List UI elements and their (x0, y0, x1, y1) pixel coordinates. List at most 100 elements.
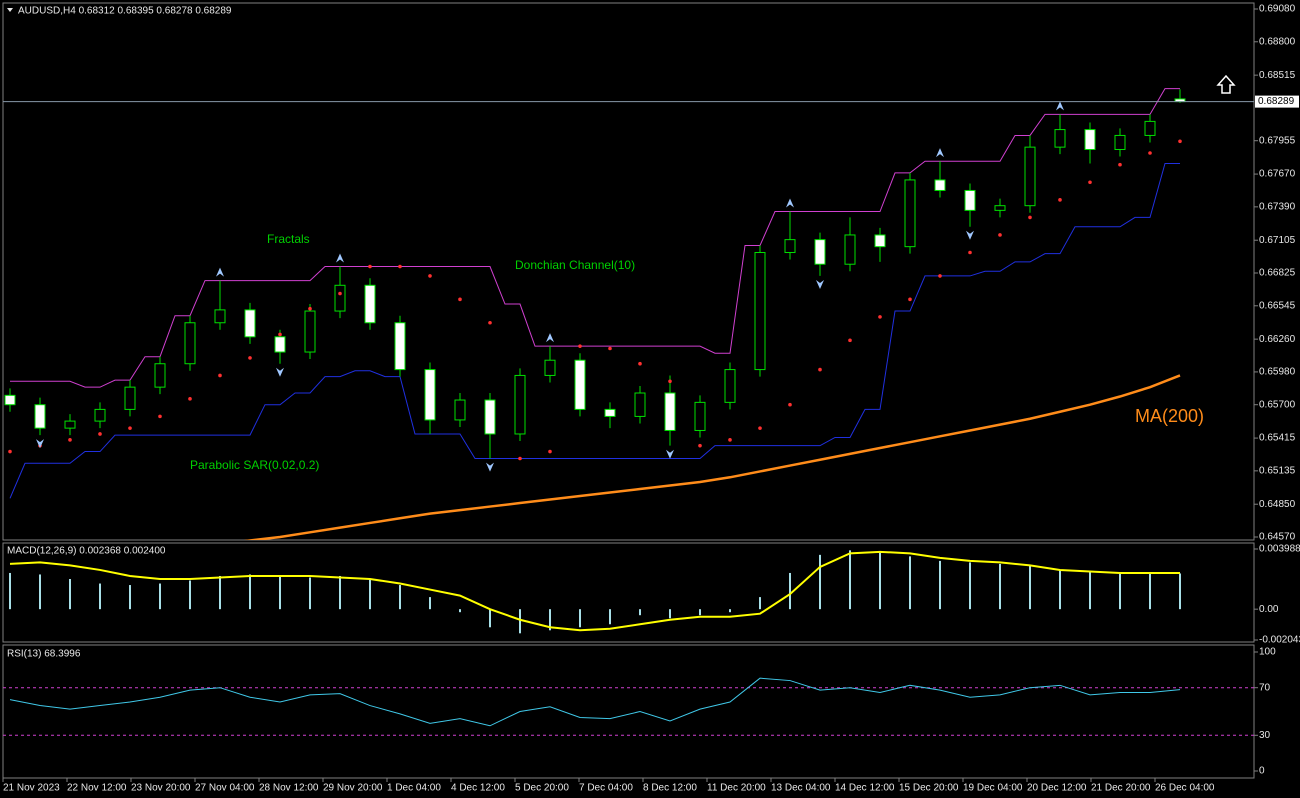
y-tick-label: 0.67670 (1259, 169, 1296, 180)
fractal-down (276, 367, 284, 377)
candle-body (454, 399, 466, 421)
y-tick-label: 0.67390 (1259, 201, 1296, 212)
candle-body (754, 252, 766, 371)
rsi-line (9, 677, 1181, 727)
candle-body (64, 420, 76, 429)
sar-dot (878, 315, 882, 319)
candle-body (34, 404, 46, 429)
sar-dot (398, 264, 402, 269)
sar-dot (1118, 162, 1122, 167)
x-tick-label: 21 Nov 2023 (3, 783, 60, 794)
sar-dot (1088, 180, 1092, 185)
x-tick-label: 26 Dec 04:00 (1155, 783, 1215, 794)
donchian-upper (10, 88, 1180, 388)
x-tick-label: 21 Dec 20:00 (1091, 783, 1151, 794)
candle-body (514, 374, 526, 435)
fractals-label: Fractals (267, 232, 310, 246)
y-tick-label: 0.68515 (1259, 70, 1296, 81)
x-tick-label: 4 Dec 12:00 (451, 783, 505, 794)
candle-body (724, 369, 736, 403)
fractal-up (546, 333, 554, 343)
y-tick-label: 0.66260 (1259, 334, 1296, 345)
candle-body (484, 399, 496, 435)
sar-dot (938, 274, 942, 278)
price-frame (2, 2, 1255, 541)
candle-body (1114, 134, 1126, 150)
sar-dot (848, 338, 852, 343)
y-tick-label: 0.65700 (1259, 399, 1296, 410)
candle-body (874, 234, 886, 248)
y-tick-label: 0.66545 (1259, 300, 1296, 311)
macd-title: MACD(12,26,9) 0.002368 0.002400 (7, 546, 166, 557)
x-tick-label: 8 Dec 12:00 (643, 783, 697, 794)
candle-body (424, 369, 436, 421)
candle-body (4, 394, 16, 406)
x-tick-label: 13 Dec 04:00 (771, 783, 831, 794)
candle-body (544, 359, 556, 376)
candle-body (1024, 146, 1036, 207)
x-tick-label: 23 Nov 20:00 (131, 783, 191, 794)
sar-dot (1148, 151, 1152, 155)
candle-body (904, 179, 916, 248)
y-tick-label: 0 (1259, 766, 1265, 777)
sar-dot (1028, 215, 1032, 220)
sar-dot (128, 426, 132, 430)
sar-dot (698, 443, 702, 448)
y-tick-label: 100 (1259, 647, 1276, 658)
y-tick-label: 0.64850 (1259, 499, 1296, 510)
sar-dot (968, 250, 972, 255)
sar-dot (608, 346, 612, 351)
candle-body (244, 309, 256, 338)
sar-dot (8, 449, 12, 454)
candle-body (394, 322, 406, 371)
fractal-up (786, 198, 794, 208)
sar-dot (368, 264, 372, 269)
sar-dot (668, 379, 672, 384)
fractal-up (336, 253, 344, 263)
fractal-down (966, 230, 974, 240)
candle-body (1144, 120, 1156, 136)
sar-dot (98, 432, 102, 436)
x-tick-label: 14 Dec 12:00 (835, 783, 895, 794)
sar-dot (248, 356, 252, 360)
sar-dot (1178, 139, 1182, 144)
sar-dot (548, 449, 552, 454)
sar-dot (428, 274, 432, 278)
sar-dot (998, 233, 1002, 237)
sar-dot (758, 426, 762, 430)
fractal-down (816, 279, 824, 289)
candle-body (1054, 129, 1066, 148)
candle-body (784, 239, 796, 254)
y-tick-label: 0.68800 (1259, 36, 1296, 47)
fractal-up (1056, 101, 1064, 111)
sar-label: Parabolic SAR(0.02,0.2) (190, 458, 319, 472)
candle-body (964, 189, 976, 211)
candle-body (94, 408, 106, 422)
sar-dot (728, 438, 732, 442)
ma-label: MA(200) (1135, 406, 1204, 426)
candle-body (844, 234, 856, 265)
last-price-box (1255, 95, 1299, 108)
price-plot (4, 88, 1186, 540)
y-tick-label: 0.00 (1259, 604, 1279, 615)
rsi-title: RSI(13) 68.3996 (7, 649, 81, 660)
candle-body (604, 408, 616, 417)
donchian-lower (9, 163, 1180, 499)
y-tick-label: 0.66825 (1259, 268, 1296, 279)
y-tick-label: 0.65135 (1259, 465, 1296, 476)
rsi-frame (2, 644, 1255, 779)
y-tick-label: 70 (1259, 682, 1271, 693)
candle-body (334, 284, 346, 312)
candle-body (364, 284, 376, 324)
x-tick-label: 11 Dec 20:00 (707, 783, 766, 794)
candle-body (634, 392, 646, 417)
sar-dot (158, 414, 162, 419)
y-tick-label: -0.002043 (1259, 635, 1300, 646)
x-tick-label: 15 Dec 20:00 (899, 783, 959, 794)
fractal-up (936, 148, 944, 158)
sar-dot (788, 402, 792, 407)
x-tick-label: 19 Dec 04:00 (963, 783, 1023, 794)
sar-dot (278, 332, 282, 337)
candle-body (304, 310, 316, 353)
candle-body (154, 363, 166, 388)
